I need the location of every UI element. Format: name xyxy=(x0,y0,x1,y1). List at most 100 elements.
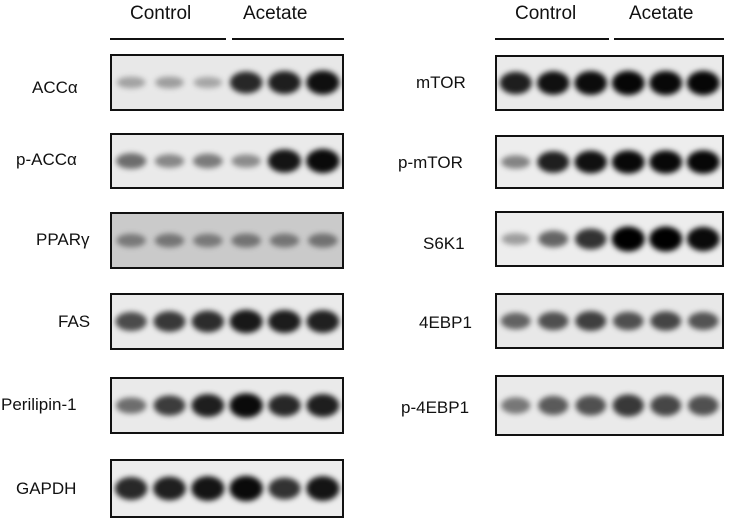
blot-band xyxy=(268,394,301,417)
blot-band xyxy=(611,150,645,174)
blot-band xyxy=(611,226,645,252)
blot-band xyxy=(229,475,263,502)
blot-band xyxy=(537,151,570,173)
right-acetate-label: Acetate xyxy=(629,3,694,24)
blot-fas xyxy=(110,293,344,350)
blot-band xyxy=(536,71,570,95)
left-acetate-label: Acetate xyxy=(243,3,308,24)
blot-band xyxy=(153,311,186,332)
blot-image xyxy=(497,213,722,265)
blot-image xyxy=(112,295,342,348)
blot-band xyxy=(229,393,263,418)
blot-band xyxy=(193,76,223,89)
blot-band xyxy=(154,233,185,248)
left-acetate-line xyxy=(232,38,344,40)
blot-band xyxy=(650,395,682,416)
blot-band xyxy=(154,154,185,168)
blot-band xyxy=(306,310,340,333)
blot-band xyxy=(306,70,340,95)
blot-background xyxy=(497,57,722,109)
blot-p-acca xyxy=(110,133,344,189)
blot-band xyxy=(192,153,223,169)
blot-background xyxy=(112,135,342,187)
blot-p-mtor xyxy=(495,135,724,189)
blot-band xyxy=(269,233,300,248)
blot-band xyxy=(231,233,261,248)
blot-s6k1 xyxy=(495,211,724,267)
blot-band xyxy=(307,233,338,248)
blot-band xyxy=(115,312,147,331)
blot-band xyxy=(499,71,532,95)
blot-band xyxy=(231,154,261,168)
blot-band xyxy=(575,311,607,331)
blot-band xyxy=(306,148,340,174)
blot-band xyxy=(501,155,531,169)
row-label-p-4ebp1: p-4EBP1 xyxy=(401,398,470,417)
blot-image xyxy=(112,135,342,187)
blot-band xyxy=(538,230,569,248)
blot-image xyxy=(112,214,342,267)
blot-band xyxy=(537,311,569,331)
blot-image xyxy=(112,461,342,516)
blot-band xyxy=(155,76,184,89)
blot-band xyxy=(688,312,719,330)
blot-band xyxy=(650,311,682,331)
blot-image xyxy=(497,57,722,109)
blot-image xyxy=(497,137,722,187)
row-label-acca: ACCα xyxy=(32,78,78,97)
blot-image xyxy=(497,295,722,347)
blot-band xyxy=(574,71,608,95)
row-label-gapdh: GAPDH xyxy=(16,479,77,498)
blot-background xyxy=(497,377,722,434)
blot-band xyxy=(115,397,147,414)
blot-perilipin-1 xyxy=(110,377,344,434)
blot-band xyxy=(649,226,683,252)
blot-band xyxy=(686,150,720,174)
right-control-label: Control xyxy=(515,3,577,24)
blot-band xyxy=(191,394,225,417)
row-label-4ebp1: 4EBP1 xyxy=(419,313,472,332)
blot-background xyxy=(112,295,342,348)
row-label-mtor: mTOR xyxy=(416,73,466,92)
blot-band xyxy=(191,310,225,333)
blot-band xyxy=(649,70,683,96)
blot-band xyxy=(687,395,719,416)
blot-band xyxy=(268,71,301,94)
row-label-fas: FAS xyxy=(58,312,91,331)
blot-image xyxy=(112,379,342,432)
blot-band xyxy=(268,309,301,334)
blot-band xyxy=(501,397,531,414)
blot-background xyxy=(497,295,722,347)
row-label-p-acca: p-ACCα xyxy=(16,150,77,169)
blot-band xyxy=(575,395,607,416)
blot-gapdh xyxy=(110,459,344,518)
blot-band xyxy=(114,477,148,500)
blot-acca xyxy=(110,54,344,111)
blot-band xyxy=(686,226,720,252)
blot-band xyxy=(306,394,340,417)
right-control-line xyxy=(495,38,609,40)
blot-band xyxy=(612,311,644,331)
blot-background xyxy=(112,214,342,267)
blot-band xyxy=(153,476,186,501)
blot-background xyxy=(497,213,722,265)
blot-image xyxy=(497,377,722,434)
right-acetate-line xyxy=(614,38,724,40)
row-label-s6k1: S6K1 xyxy=(423,234,465,253)
blot-band xyxy=(500,312,531,330)
blot-band xyxy=(267,149,302,173)
blot-band xyxy=(116,233,146,248)
blot-band xyxy=(229,71,263,94)
blot-ppar xyxy=(110,212,344,269)
blot-band xyxy=(538,395,569,416)
row-label-perilipin-1: Perilipin-1 xyxy=(1,395,77,414)
blot-image xyxy=(112,56,342,109)
blot-band xyxy=(575,228,607,250)
blot-background xyxy=(497,137,722,187)
row-label-p-mtor: p-mTOR xyxy=(398,153,463,172)
blot-band xyxy=(115,153,147,169)
blot-band xyxy=(116,76,146,89)
blot-band xyxy=(191,476,225,501)
blot-band xyxy=(686,70,720,96)
left-control-line xyxy=(110,38,226,40)
